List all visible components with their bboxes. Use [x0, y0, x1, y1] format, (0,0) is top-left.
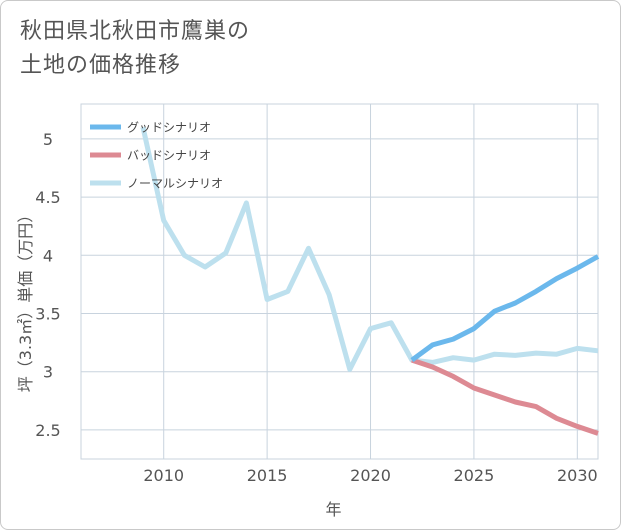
x-tick-label: 2010 — [143, 466, 184, 485]
legend-bad-scenario-label: バッドシナリオ — [127, 149, 211, 163]
y-tick-label: 5 — [43, 130, 53, 149]
y-tick-label: 3 — [43, 363, 53, 382]
y-tick-label: 3.5 — [35, 305, 60, 324]
y-tick-label: 4.5 — [35, 188, 60, 207]
plot-area-frame — [80, 103, 599, 460]
x-tick-label: 2020 — [350, 466, 391, 485]
x-tick-label: 2015 — [247, 466, 288, 485]
bad-scenario-line — [411, 357, 599, 436]
chart-title: 秋田県北秋田市鷹巣の 土地の価格推移 — [20, 15, 440, 83]
legend-good-scenario-label: グッドシナリオ — [127, 121, 211, 135]
normal-scenario-line — [140, 126, 599, 372]
x-axis-title: 年 — [325, 500, 341, 519]
y-tick-label: 4 — [43, 246, 53, 265]
y-axis-title: 坪（3.3㎡）単価（万円） — [16, 207, 35, 392]
x-tick-label: 2030 — [557, 466, 598, 485]
y-tick-label: 2.5 — [35, 421, 60, 440]
chart-title-line-1: 秋田県北秋田市鷹巣の — [20, 19, 251, 44]
good-scenario-line — [410, 254, 600, 363]
legend-normal-scenario-label: ノーマルシナリオ — [127, 177, 223, 191]
x-tick-label: 2025 — [454, 466, 495, 485]
chart-title-line-2: 土地の価格推移 — [20, 53, 182, 78]
